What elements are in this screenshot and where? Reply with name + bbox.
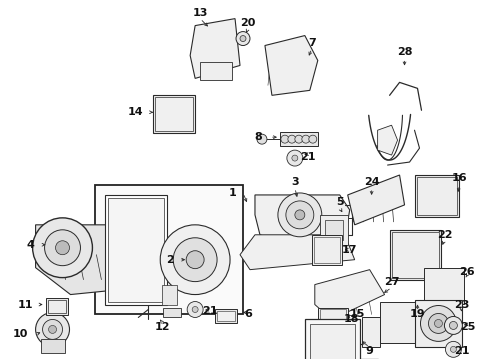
- Circle shape: [448, 321, 456, 329]
- Bar: [391, 232, 439, 278]
- Circle shape: [308, 135, 316, 143]
- Bar: [162, 285, 177, 305]
- Circle shape: [294, 135, 302, 143]
- Circle shape: [280, 135, 288, 143]
- Text: 21: 21: [300, 152, 315, 162]
- Circle shape: [286, 150, 302, 166]
- Circle shape: [48, 325, 57, 333]
- Text: 8: 8: [254, 132, 261, 142]
- Bar: [108, 198, 164, 302]
- Bar: [155, 97, 193, 131]
- Text: 11: 11: [18, 300, 33, 310]
- Text: 20: 20: [240, 18, 255, 28]
- Text: 21: 21: [453, 346, 468, 356]
- Text: 14: 14: [127, 107, 143, 117]
- Text: 2: 2: [166, 255, 174, 265]
- Circle shape: [36, 312, 69, 346]
- Circle shape: [240, 36, 245, 41]
- Polygon shape: [314, 270, 384, 319]
- Bar: [163, 307, 181, 318]
- Circle shape: [444, 316, 462, 334]
- Bar: [317, 307, 347, 336]
- Bar: [424, 268, 464, 303]
- Bar: [313, 237, 339, 263]
- Bar: [217, 311, 235, 321]
- Text: 21: 21: [202, 306, 217, 316]
- Text: 6: 6: [244, 310, 251, 319]
- Circle shape: [291, 155, 297, 161]
- Bar: [414, 300, 462, 347]
- Bar: [324, 220, 342, 240]
- Circle shape: [236, 32, 249, 45]
- Circle shape: [301, 135, 309, 143]
- Circle shape: [285, 201, 313, 229]
- Text: 5: 5: [335, 197, 343, 207]
- Circle shape: [56, 241, 69, 255]
- Bar: [319, 215, 347, 245]
- Text: 28: 28: [396, 48, 411, 58]
- Text: 27: 27: [383, 276, 399, 287]
- Bar: [361, 318, 379, 347]
- Polygon shape: [240, 235, 354, 270]
- Text: 18: 18: [343, 314, 359, 324]
- Bar: [319, 310, 345, 333]
- Circle shape: [256, 134, 266, 144]
- Circle shape: [33, 218, 92, 278]
- Polygon shape: [264, 36, 317, 95]
- Text: 10: 10: [13, 329, 28, 339]
- Text: 23: 23: [453, 300, 468, 310]
- Bar: [279, 132, 317, 146]
- Polygon shape: [347, 175, 404, 225]
- Text: 4: 4: [27, 240, 35, 250]
- Circle shape: [287, 135, 295, 143]
- Text: 9: 9: [365, 346, 373, 356]
- Bar: [389, 230, 441, 280]
- Bar: [153, 95, 195, 133]
- Text: 7: 7: [307, 37, 315, 48]
- Text: 12: 12: [154, 323, 170, 332]
- Polygon shape: [36, 225, 130, 294]
- Bar: [215, 310, 237, 323]
- Circle shape: [445, 341, 461, 357]
- Bar: [311, 235, 341, 265]
- Circle shape: [187, 302, 203, 318]
- Circle shape: [160, 225, 229, 294]
- Circle shape: [294, 210, 304, 220]
- Text: 22: 22: [436, 230, 451, 240]
- Text: 3: 3: [290, 177, 298, 187]
- Text: 1: 1: [229, 188, 236, 198]
- Bar: [309, 324, 354, 360]
- Text: 16: 16: [450, 173, 466, 183]
- Circle shape: [42, 319, 62, 339]
- Bar: [200, 62, 232, 80]
- Circle shape: [427, 314, 447, 333]
- Bar: [304, 319, 359, 360]
- Text: 24: 24: [363, 177, 379, 187]
- Text: 15: 15: [349, 310, 365, 319]
- Text: 26: 26: [459, 267, 474, 276]
- Circle shape: [186, 251, 203, 269]
- Bar: [379, 302, 417, 343]
- Polygon shape: [254, 195, 349, 245]
- Bar: [95, 185, 243, 315]
- Circle shape: [192, 306, 198, 312]
- Text: 25: 25: [459, 323, 474, 332]
- Text: 13: 13: [192, 8, 207, 18]
- Polygon shape: [190, 19, 240, 78]
- Circle shape: [433, 319, 442, 328]
- Circle shape: [277, 193, 321, 237]
- Bar: [105, 195, 167, 305]
- Bar: [416, 177, 456, 215]
- Circle shape: [173, 238, 217, 282]
- Bar: [41, 339, 64, 353]
- Circle shape: [420, 306, 455, 341]
- Text: 19: 19: [409, 310, 425, 319]
- Text: 17: 17: [341, 245, 357, 255]
- Bar: [47, 300, 65, 314]
- Polygon shape: [377, 125, 397, 155]
- Circle shape: [449, 346, 455, 352]
- Bar: [45, 298, 67, 315]
- Bar: [414, 175, 458, 217]
- Circle shape: [44, 230, 81, 266]
